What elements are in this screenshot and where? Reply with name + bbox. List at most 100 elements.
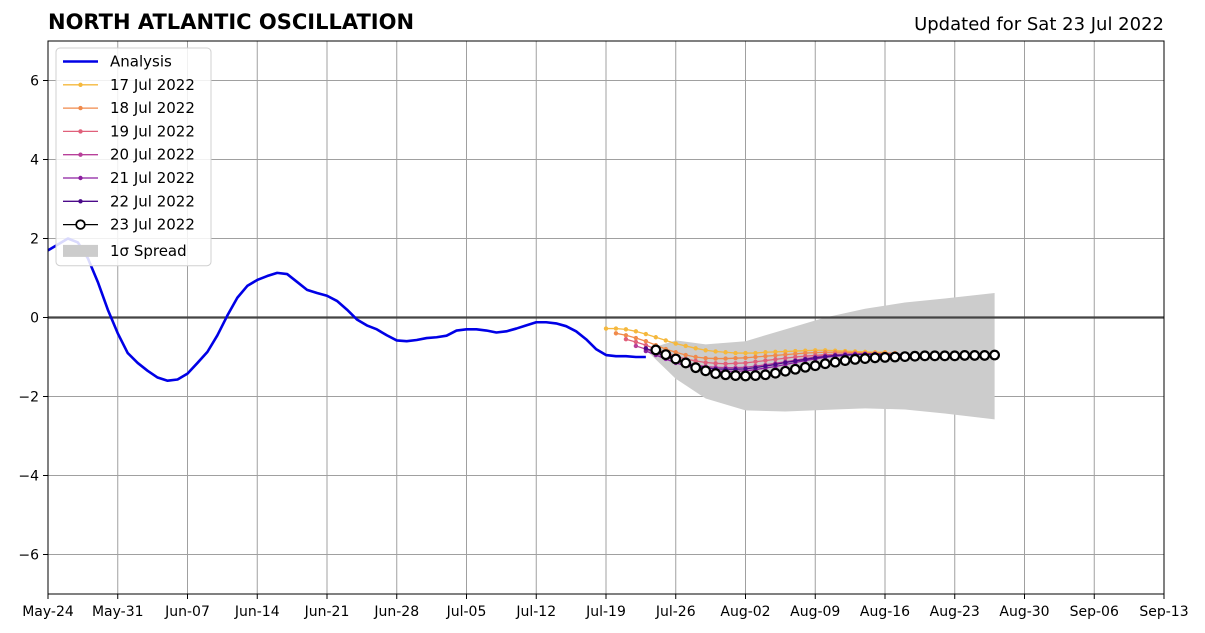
legend-marker: [78, 175, 83, 181]
data-point: [663, 338, 668, 343]
data-point: [763, 363, 768, 369]
y-tick-label: −2: [18, 390, 39, 406]
data-point: [809, 360, 821, 372]
data-point: [783, 360, 788, 365]
x-tick-label: Aug-02: [720, 604, 770, 620]
data-point: [753, 354, 758, 360]
data-point: [803, 357, 808, 362]
x-tick-label: Jul-19: [585, 604, 626, 620]
x-tick-label: Jun-14: [234, 604, 280, 620]
legend-marker: [78, 199, 83, 204]
data-point: [603, 326, 609, 331]
legend-item-analysis: Analysis: [63, 53, 172, 71]
data-point: [763, 354, 768, 359]
data-point: [929, 350, 941, 362]
data-point: [743, 355, 748, 360]
x-tick-label: Jun-21: [304, 604, 350, 620]
data-point: [703, 348, 708, 353]
series-line: [47, 237, 646, 383]
series-analysis: [47, 237, 646, 383]
data-point: [789, 363, 801, 375]
data-point: [832, 353, 838, 358]
data-point: [793, 358, 798, 364]
data-point: [653, 335, 659, 340]
data-point: [799, 361, 811, 373]
y-tick-label: 6: [30, 74, 39, 90]
data-point: [849, 353, 861, 365]
x-tick-label: Sep-06: [1070, 604, 1119, 620]
data-point: [753, 365, 758, 370]
data-point: [713, 349, 718, 354]
axis-ticks: May-24 May-31 Jun-07 Jun-14 Jun-21 Jun-28 Jul-…: [18, 74, 1188, 621]
legend-marker: [78, 152, 83, 157]
legend-item-spread: 1σ Spread: [63, 242, 187, 260]
legend-item-19-jul-2022: 19 Jul 2022: [63, 122, 195, 140]
data-point: [720, 369, 731, 381]
x-tick-label: Jun-28: [373, 604, 419, 620]
legend-marker: [78, 82, 83, 87]
legend-label: 17 Jul 2022: [110, 76, 195, 94]
data-point: [643, 346, 649, 351]
data-point: [733, 355, 738, 361]
data-point: [989, 349, 1001, 361]
legend-item-22-jul-2022: 22 Jul 2022: [63, 192, 195, 210]
data-point: [743, 360, 748, 366]
legend-label: Analysis: [110, 53, 172, 71]
data-point: [763, 358, 768, 363]
data-point: [650, 344, 662, 356]
legend-label: 20 Jul 2022: [110, 146, 195, 164]
x-tick-label: Jul-05: [446, 604, 487, 620]
data-point: [889, 351, 901, 363]
legend-item-17-jul-2022: 17 Jul 2022: [63, 76, 195, 94]
legend-marker: [78, 105, 83, 111]
data-point: [703, 360, 708, 365]
data-point: [959, 350, 971, 361]
data-point: [753, 350, 758, 356]
legend-label: 1σ Spread: [110, 242, 187, 260]
data-point: [813, 355, 818, 360]
data-point: [643, 331, 649, 337]
data-point: [660, 349, 672, 361]
data-point: [673, 341, 678, 346]
legend-item-23-jul-2022: 23 Jul 2022: [63, 216, 195, 234]
data-point: [683, 343, 688, 349]
data-point: [633, 339, 639, 345]
x-tick-label: Aug-23: [930, 604, 980, 620]
x-tick-label: Jul-26: [655, 604, 696, 620]
x-tick-label: Aug-16: [860, 604, 910, 620]
x-tick-label: Aug-09: [790, 604, 840, 620]
data-point: [723, 361, 728, 366]
data-point: [633, 343, 639, 349]
legend-item-20-jul-2022: 20 Jul 2022: [63, 146, 195, 164]
data-point: [733, 361, 738, 366]
data-point: [763, 350, 768, 355]
x-tick-label: May-31: [92, 604, 144, 620]
data-point: [760, 369, 771, 381]
y-tick-label: 4: [30, 153, 39, 169]
data-point: [949, 350, 961, 362]
data-point: [723, 356, 728, 361]
data-point: [743, 366, 748, 372]
data-point: [783, 355, 788, 361]
legend-marker: [75, 219, 86, 230]
legend-label: 19 Jul 2022: [110, 122, 195, 140]
legend-item-18-jul-2022: 18 Jul 2022: [63, 99, 195, 117]
y-tick-label: 2: [30, 232, 39, 248]
data-point: [919, 350, 931, 362]
y-tick-label: 0: [30, 311, 39, 327]
x-tick-label: May-24: [22, 604, 74, 620]
data-point: [773, 353, 778, 358]
data-point: [693, 346, 698, 351]
data-point: [750, 370, 761, 381]
y-tick-label: −6: [18, 548, 39, 564]
x-tick-label: Aug-30: [999, 604, 1049, 620]
data-point: [713, 361, 718, 366]
legend-box: [55, 47, 212, 267]
data-point: [633, 329, 639, 334]
data-point: [700, 365, 712, 377]
series-layer: [47, 237, 1001, 383]
chart-title: NORTH ATLANTIC OSCILLATION: [48, 10, 414, 34]
data-point: [969, 350, 981, 361]
data-point: [633, 335, 639, 341]
